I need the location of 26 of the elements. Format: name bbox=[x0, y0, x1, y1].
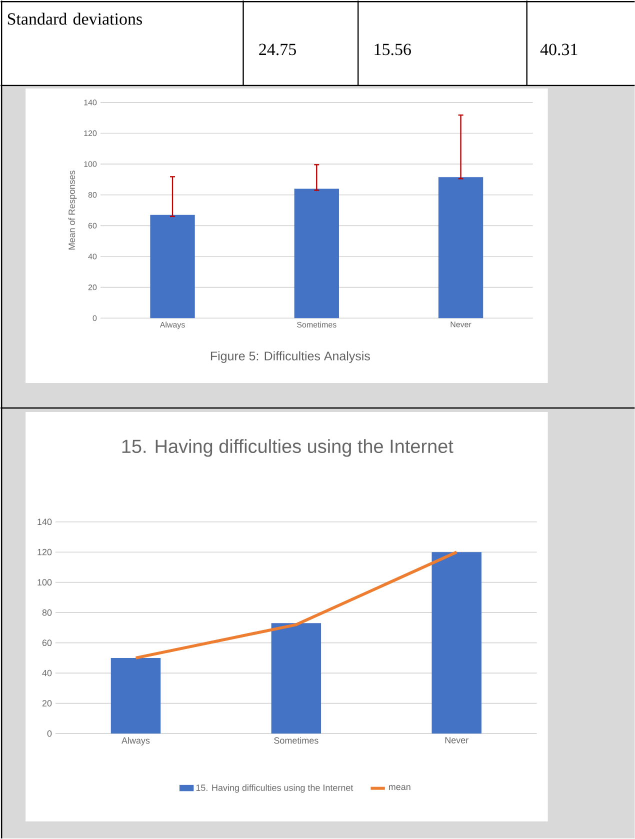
text: 24.75 bbox=[259, 44, 296, 56]
y-tick-label: 60 bbox=[42, 640, 52, 646]
x-tick-label: Never bbox=[445, 737, 468, 744]
y-tick-label: 40 bbox=[42, 670, 52, 676]
y-tick-label: 0 bbox=[47, 730, 52, 737]
bar bbox=[438, 177, 483, 318]
bar bbox=[110, 658, 160, 734]
y-tick-label: 120 bbox=[38, 548, 52, 556]
text: 15.56 bbox=[374, 44, 411, 56]
bar bbox=[432, 552, 482, 734]
x-tick-label: Sometimes bbox=[274, 737, 318, 744]
text: 40.31 bbox=[540, 44, 578, 56]
y-tick-label: 20 bbox=[42, 700, 52, 706]
bar bbox=[150, 214, 195, 318]
y-tick-label: 140 bbox=[38, 518, 52, 526]
chart-title: 15. Having difficulties using the Internet bbox=[122, 439, 454, 457]
y-tick-label: 100 bbox=[38, 579, 52, 586]
x-tick-label: Always bbox=[121, 737, 150, 746]
bar bbox=[271, 623, 321, 734]
y-axis-title: Mean of Responses bbox=[68, 170, 77, 250]
y-tick-label: 80 bbox=[42, 609, 52, 616]
legend-label: mean bbox=[388, 785, 410, 790]
text: Standard deviations bbox=[8, 12, 142, 25]
legend-label: 15. Having difficulties using the Internet bbox=[196, 784, 353, 793]
caption: Figure 5: Difficulties Analysis bbox=[210, 351, 370, 363]
bar bbox=[294, 188, 339, 318]
